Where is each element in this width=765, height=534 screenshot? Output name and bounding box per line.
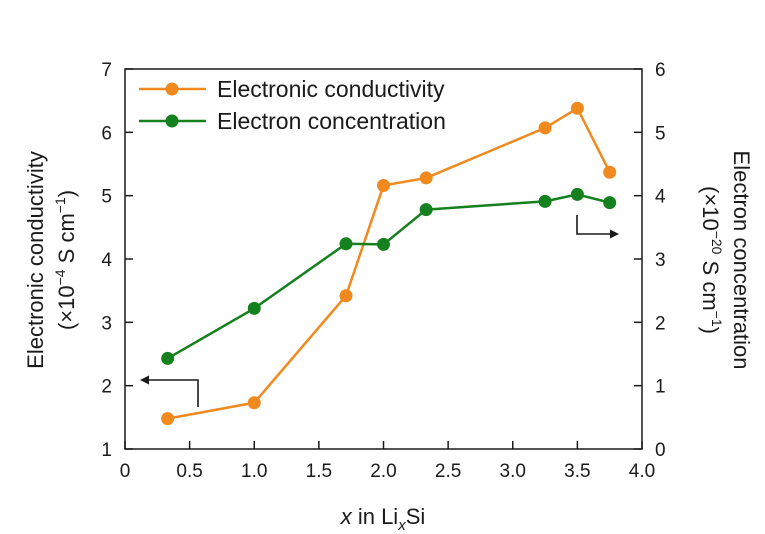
y-left-tick-label: 5 xyxy=(101,187,112,208)
y-right-tick-label: 4 xyxy=(655,187,666,208)
y-right-tick-label: 2 xyxy=(655,313,666,334)
data-point-concentration xyxy=(603,196,617,210)
y-right-tick-label: 1 xyxy=(655,377,666,398)
data-point-conductivity xyxy=(419,171,433,185)
legend-marker-conductivity xyxy=(165,82,179,96)
y-axis-title-left: Electronic conductivity (×10−4 S cm−1) xyxy=(23,151,79,369)
y-right-tick-label: 3 xyxy=(655,250,666,271)
y-left-tick-label: 1 xyxy=(101,440,112,461)
y-left-tick-label: 7 xyxy=(101,60,112,81)
data-point-concentration xyxy=(538,194,552,208)
legend-label-concentration: Electron concentration xyxy=(217,108,446,134)
legend: Electronic conductivity Electron concent… xyxy=(139,76,446,134)
legend-marker-concentration xyxy=(165,114,179,128)
data-point-concentration xyxy=(161,351,175,365)
y-right-tick-label: 6 xyxy=(655,60,666,81)
x-tick-label: 4.0 xyxy=(629,461,655,482)
series-line-conductivity xyxy=(167,107,611,420)
y-axis-title-right: Electron concentration (×10−20 S cm−1) xyxy=(698,151,754,370)
y-left-tick-label: 6 xyxy=(101,123,112,144)
data-point-conductivity xyxy=(377,179,390,193)
y-axis-title-left-line2: (×10−4 S cm−1) xyxy=(52,190,79,330)
data-point-conductivity xyxy=(570,101,584,115)
x-tick-label: 1.5 xyxy=(306,461,332,482)
x-axis-title: x in LixSi xyxy=(340,504,426,534)
data-point-conductivity xyxy=(161,412,175,426)
x-tick-label: 1.0 xyxy=(241,461,267,482)
x-tick-label: 3.5 xyxy=(564,461,590,482)
y-axis-title-right-line2: (×10−20 S cm−1) xyxy=(698,186,725,334)
x-tick-label: 2.0 xyxy=(370,461,396,482)
left-axis-arrow xyxy=(140,375,199,407)
legend-item-concentration: Electron concentration xyxy=(139,108,446,134)
y-left-tick-label: 2 xyxy=(101,377,112,398)
data-point-concentration xyxy=(377,237,390,251)
x-tick-label: 0 xyxy=(120,461,131,482)
y-axis-title-left-line1: Electronic conductivity xyxy=(23,151,48,369)
legend-item-conductivity: Electronic conductivity xyxy=(139,76,445,102)
y-axis-title-right-line1: Electron concentration xyxy=(729,151,754,370)
data-point-conductivity xyxy=(339,289,353,303)
y-left-tick-label: 4 xyxy=(101,250,112,271)
data-point-concentration xyxy=(247,301,261,315)
right-axis-arrow xyxy=(576,215,619,239)
data-point-concentration xyxy=(419,203,433,217)
legend-label-conductivity: Electronic conductivity xyxy=(217,76,445,102)
y-right-tick-label: 5 xyxy=(655,123,666,144)
series-concentration xyxy=(161,187,617,365)
y-right-tick-label: 0 xyxy=(655,440,666,461)
series-layer xyxy=(161,101,617,426)
y-left-tick-label: 3 xyxy=(101,313,112,334)
data-point-concentration xyxy=(339,237,353,251)
series-conductivity xyxy=(161,101,617,426)
x-tick-label: 2.5 xyxy=(435,461,461,482)
x-tick-label: 0.5 xyxy=(176,461,202,482)
series-line-concentration xyxy=(167,193,610,360)
data-point-conductivity xyxy=(538,121,552,135)
data-point-conductivity xyxy=(247,396,261,410)
data-point-conductivity xyxy=(603,165,617,179)
data-point-concentration xyxy=(570,187,584,201)
x-tick-label: 3.0 xyxy=(500,461,526,482)
